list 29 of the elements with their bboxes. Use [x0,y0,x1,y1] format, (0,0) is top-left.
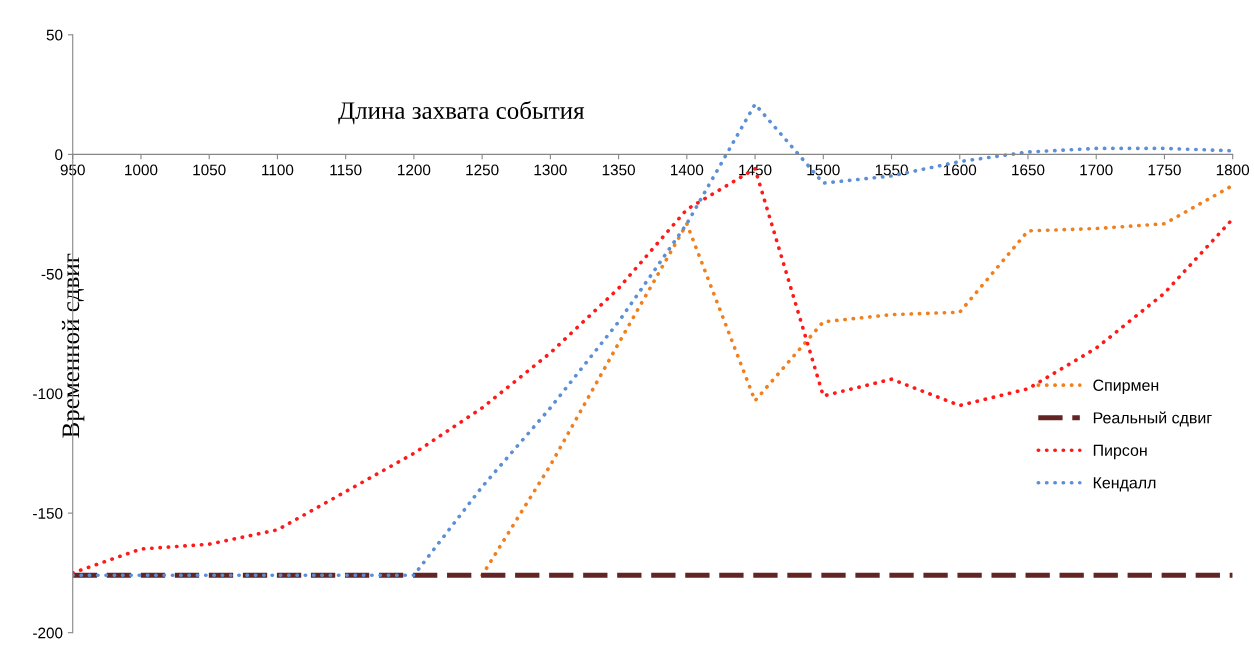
y-tick-label: -150 [33,507,63,519]
x-tick-label: 1400 [671,164,704,176]
x-tick-label: 1500 [807,164,840,176]
x-tick-label: 1150 [330,164,362,176]
legend-label: Реальный сдвиг [1093,411,1212,427]
x-tick-label: 1250 [466,164,499,176]
x-tick-label: 950 [60,164,85,176]
legend-label: Спирмен [1093,379,1159,395]
x-tick-label: 1650 [1012,164,1045,176]
x-tick-label: 1100 [262,164,294,176]
x-tick-label: 1750 [1148,164,1181,176]
y-tick-label: -100 [33,388,63,400]
x-tick-label: 1700 [1080,164,1113,176]
x-tick-label: 1800 [1216,164,1250,176]
legend-label: Пирсон [1093,444,1147,460]
x-tick-label: 1300 [534,164,567,176]
legend-label: Кендалл [1093,477,1156,492]
x-tick-label: 1600 [943,164,977,176]
y-tick-label: 0 [55,149,63,161]
line-series [480,183,1233,578]
y-tick-label: -200 [33,627,63,639]
x-tick-label: 1000 [125,164,158,176]
y-tick-label: 50 [46,29,63,41]
x-tick-label: 1050 [193,164,226,176]
x-axis-title: Длина захвата события [338,100,585,125]
x-tick-label: 1200 [398,164,431,176]
x-tick-label: 1350 [602,164,635,176]
y-tick-label: -50 [41,268,63,280]
x-tick-label: 1550 [875,164,908,176]
